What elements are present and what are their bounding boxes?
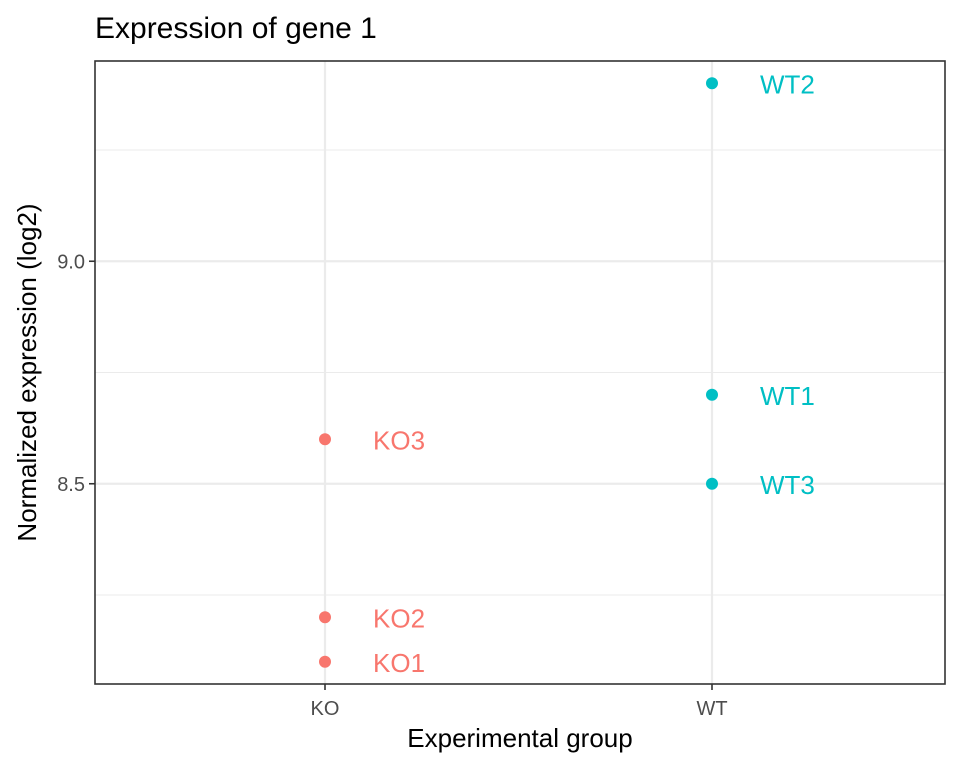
y-tick-label: 9.0 xyxy=(57,251,85,273)
data-point xyxy=(706,477,718,490)
axis-ticks: 8.5 9.0 KO WT xyxy=(57,251,727,720)
chart-title: Expression of gene 1 xyxy=(95,12,377,45)
data-point xyxy=(319,611,331,624)
data-point xyxy=(319,433,331,446)
point-label: WT1 xyxy=(760,381,815,411)
x-tick-label: KO xyxy=(311,698,340,720)
x-tick-label: WT xyxy=(696,698,727,720)
point-label: WT3 xyxy=(760,470,815,500)
data-point xyxy=(706,388,718,401)
point-label: KO2 xyxy=(373,603,425,633)
y-axis-title: Normalized expression (log2) xyxy=(12,203,42,541)
y-tick-label: 8.5 xyxy=(57,474,85,496)
data-point xyxy=(706,77,718,90)
point-label: KO1 xyxy=(373,648,425,678)
data-points xyxy=(319,77,718,668)
point-label: WT2 xyxy=(760,69,815,99)
grid-lines xyxy=(95,61,945,684)
x-axis-title: Experimental group xyxy=(407,723,632,753)
point-label: KO3 xyxy=(373,425,425,455)
data-point xyxy=(319,655,331,668)
point-labels: KO1 KO2 KO3 WT1 WT2 WT3 xyxy=(373,69,815,678)
plot-panel-border xyxy=(94,60,946,685)
